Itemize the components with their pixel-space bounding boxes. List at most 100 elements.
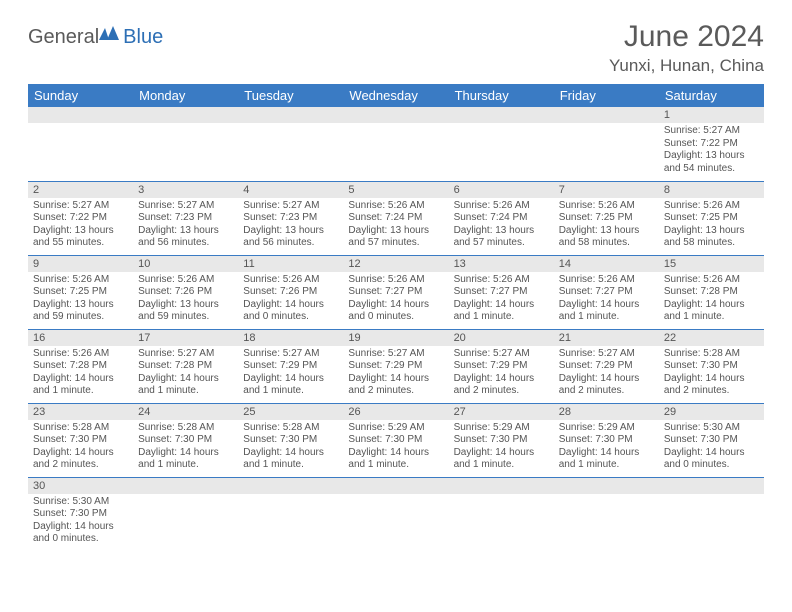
day-number: 3	[133, 182, 238, 198]
calendar-cell: 7Sunrise: 5:26 AMSunset: 7:25 PMDaylight…	[554, 181, 659, 255]
sunrise-text: Sunrise: 5:27 AM	[243, 200, 338, 213]
sunrise-text: Sunrise: 5:30 AM	[664, 422, 759, 435]
day-details: Sunrise: 5:27 AMSunset: 7:22 PMDaylight:…	[28, 198, 133, 254]
day-number	[133, 478, 238, 494]
day-number	[659, 478, 764, 494]
daylight-text: Daylight: 13 hours and 59 minutes.	[33, 299, 128, 324]
day-details: Sunrise: 5:29 AMSunset: 7:30 PMDaylight:…	[554, 420, 659, 476]
calendar-cell: 8Sunrise: 5:26 AMSunset: 7:25 PMDaylight…	[659, 181, 764, 255]
sunrise-text: Sunrise: 5:26 AM	[33, 274, 128, 287]
title-block: June 2024 Yunxi, Hunan, China	[609, 20, 764, 76]
calendar-cell: 2Sunrise: 5:27 AMSunset: 7:22 PMDaylight…	[28, 181, 133, 255]
day-number: 1	[659, 107, 764, 123]
daylight-text: Daylight: 14 hours and 1 minute.	[33, 373, 128, 398]
day-details: Sunrise: 5:28 AMSunset: 7:30 PMDaylight:…	[659, 346, 764, 402]
sunset-text: Sunset: 7:25 PM	[559, 212, 654, 225]
day-number: 22	[659, 330, 764, 346]
calendar-cell: 20Sunrise: 5:27 AMSunset: 7:29 PMDayligh…	[449, 329, 554, 403]
calendar-cell: 28Sunrise: 5:29 AMSunset: 7:30 PMDayligh…	[554, 403, 659, 477]
day-details: Sunrise: 5:28 AMSunset: 7:30 PMDaylight:…	[133, 420, 238, 476]
day-number	[343, 478, 448, 494]
calendar-cell: 6Sunrise: 5:26 AMSunset: 7:24 PMDaylight…	[449, 181, 554, 255]
calendar-row: 30Sunrise: 5:30 AMSunset: 7:30 PMDayligh…	[28, 477, 764, 551]
daylight-text: Daylight: 13 hours and 58 minutes.	[559, 225, 654, 250]
day-number	[449, 478, 554, 494]
daylight-text: Daylight: 14 hours and 0 minutes.	[348, 299, 443, 324]
sunset-text: Sunset: 7:23 PM	[138, 212, 233, 225]
sunrise-text: Sunrise: 5:26 AM	[348, 274, 443, 287]
day-number: 25	[238, 404, 343, 420]
sunrise-text: Sunrise: 5:28 AM	[138, 422, 233, 435]
calendar-cell	[238, 107, 343, 181]
daylight-text: Daylight: 14 hours and 1 minute.	[454, 299, 549, 324]
day-details: Sunrise: 5:27 AMSunset: 7:29 PMDaylight:…	[343, 346, 448, 402]
daylight-text: Daylight: 14 hours and 2 minutes.	[559, 373, 654, 398]
sunrise-text: Sunrise: 5:26 AM	[559, 274, 654, 287]
sunrise-text: Sunrise: 5:28 AM	[664, 348, 759, 361]
sunrise-text: Sunrise: 5:27 AM	[33, 200, 128, 213]
day-number: 6	[449, 182, 554, 198]
day-number	[554, 107, 659, 123]
calendar-cell: 10Sunrise: 5:26 AMSunset: 7:26 PMDayligh…	[133, 255, 238, 329]
sunset-text: Sunset: 7:30 PM	[33, 508, 128, 521]
daylight-text: Daylight: 14 hours and 2 minutes.	[664, 373, 759, 398]
day-number: 13	[449, 256, 554, 272]
day-details: Sunrise: 5:27 AMSunset: 7:23 PMDaylight:…	[133, 198, 238, 254]
sunrise-text: Sunrise: 5:26 AM	[454, 274, 549, 287]
day-header: Tuesday	[238, 84, 343, 107]
daylight-text: Daylight: 14 hours and 1 minute.	[559, 447, 654, 472]
sunset-text: Sunset: 7:30 PM	[138, 434, 233, 447]
sunset-text: Sunset: 7:27 PM	[559, 286, 654, 299]
sunset-text: Sunset: 7:27 PM	[454, 286, 549, 299]
daylight-text: Daylight: 14 hours and 1 minute.	[348, 447, 443, 472]
day-details: Sunrise: 5:28 AMSunset: 7:30 PMDaylight:…	[238, 420, 343, 476]
sunrise-text: Sunrise: 5:30 AM	[33, 496, 128, 509]
daylight-text: Daylight: 13 hours and 55 minutes.	[33, 225, 128, 250]
calendar-cell: 11Sunrise: 5:26 AMSunset: 7:26 PMDayligh…	[238, 255, 343, 329]
calendar-cell: 9Sunrise: 5:26 AMSunset: 7:25 PMDaylight…	[28, 255, 133, 329]
sunset-text: Sunset: 7:29 PM	[243, 360, 338, 373]
daylight-text: Daylight: 13 hours and 57 minutes.	[348, 225, 443, 250]
day-header: Wednesday	[343, 84, 448, 107]
daylight-text: Daylight: 14 hours and 2 minutes.	[454, 373, 549, 398]
sunrise-text: Sunrise: 5:26 AM	[664, 200, 759, 213]
sunrise-text: Sunrise: 5:26 AM	[559, 200, 654, 213]
calendar-cell: 1Sunrise: 5:27 AMSunset: 7:22 PMDaylight…	[659, 107, 764, 181]
sunrise-text: Sunrise: 5:29 AM	[454, 422, 549, 435]
day-number	[449, 107, 554, 123]
day-details: Sunrise: 5:27 AMSunset: 7:28 PMDaylight:…	[133, 346, 238, 402]
day-number: 20	[449, 330, 554, 346]
sunrise-text: Sunrise: 5:26 AM	[33, 348, 128, 361]
calendar-cell	[343, 477, 448, 551]
calendar-cell	[554, 477, 659, 551]
day-number: 15	[659, 256, 764, 272]
sunrise-text: Sunrise: 5:26 AM	[138, 274, 233, 287]
calendar-cell	[449, 477, 554, 551]
daylight-text: Daylight: 14 hours and 1 minute.	[454, 447, 549, 472]
day-number: 9	[28, 256, 133, 272]
calendar-cell: 5Sunrise: 5:26 AMSunset: 7:24 PMDaylight…	[343, 181, 448, 255]
calendar-table: Sunday Monday Tuesday Wednesday Thursday…	[28, 84, 764, 551]
daylight-text: Daylight: 14 hours and 1 minute.	[243, 373, 338, 398]
sunset-text: Sunset: 7:25 PM	[664, 212, 759, 225]
calendar-row: 1Sunrise: 5:27 AMSunset: 7:22 PMDaylight…	[28, 107, 764, 181]
daylight-text: Daylight: 13 hours and 59 minutes.	[138, 299, 233, 324]
calendar-row: 9Sunrise: 5:26 AMSunset: 7:25 PMDaylight…	[28, 255, 764, 329]
day-details: Sunrise: 5:26 AMSunset: 7:25 PMDaylight:…	[659, 198, 764, 254]
calendar-row: 2Sunrise: 5:27 AMSunset: 7:22 PMDaylight…	[28, 181, 764, 255]
calendar-row: 23Sunrise: 5:28 AMSunset: 7:30 PMDayligh…	[28, 403, 764, 477]
sunrise-text: Sunrise: 5:26 AM	[454, 200, 549, 213]
day-number: 17	[133, 330, 238, 346]
day-details: Sunrise: 5:27 AMSunset: 7:29 PMDaylight:…	[449, 346, 554, 402]
sunrise-text: Sunrise: 5:26 AM	[243, 274, 338, 287]
calendar-cell: 16Sunrise: 5:26 AMSunset: 7:28 PMDayligh…	[28, 329, 133, 403]
sunrise-text: Sunrise: 5:27 AM	[138, 348, 233, 361]
day-number: 5	[343, 182, 448, 198]
sunrise-text: Sunrise: 5:26 AM	[664, 274, 759, 287]
calendar-cell	[28, 107, 133, 181]
sunset-text: Sunset: 7:30 PM	[559, 434, 654, 447]
day-number: 12	[343, 256, 448, 272]
daylight-text: Daylight: 14 hours and 1 minute.	[243, 447, 338, 472]
sunset-text: Sunset: 7:26 PM	[243, 286, 338, 299]
daylight-text: Daylight: 14 hours and 0 minutes.	[33, 521, 128, 546]
